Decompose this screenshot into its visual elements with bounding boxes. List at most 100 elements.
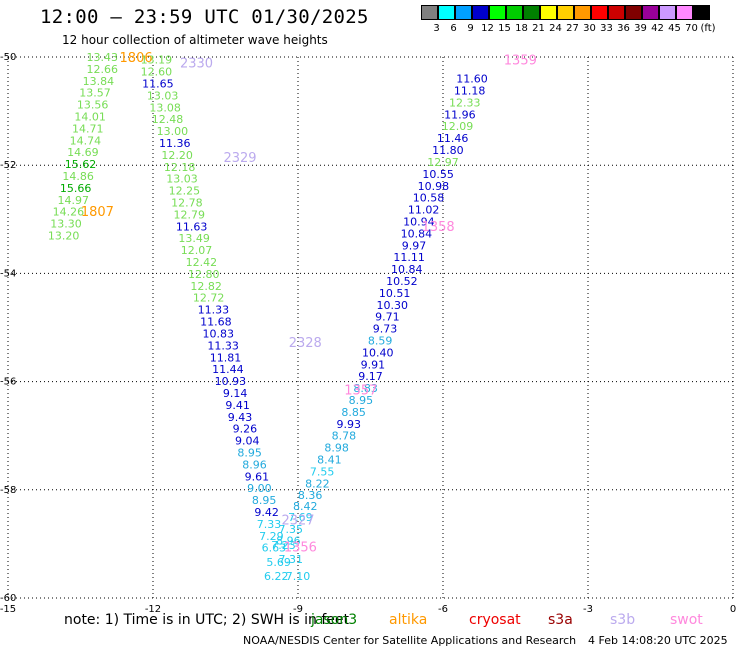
wave-height-value: 12.07: [181, 244, 213, 257]
wave-height-value: 12.66: [87, 63, 119, 76]
wave-height-value: 12.60: [141, 66, 173, 79]
wave-height-value: 14.26: [53, 206, 85, 219]
color-swatch: [591, 5, 608, 20]
color-swatch: [506, 5, 523, 20]
wave-height-value: 11.81: [210, 351, 242, 364]
wave-height-value: 9.00: [247, 482, 272, 495]
wave-height-value: 11.96: [444, 108, 476, 121]
wave-height-value: 10.51: [379, 287, 411, 300]
wave-height-value: 13.08: [149, 101, 181, 114]
color-swatch: [421, 5, 438, 20]
wave-height-value: 10.83: [203, 327, 235, 340]
color-swatch: [608, 5, 625, 20]
wave-height-value: 8.85: [341, 406, 366, 419]
wave-height-value: 13.56: [77, 99, 109, 112]
color-scale-label: 39: [634, 23, 647, 34]
color-swatch: [472, 5, 489, 20]
color-swatch: [659, 5, 676, 20]
track-number-label: 1357: [344, 384, 377, 399]
wave-height-value: 6.22: [264, 570, 289, 583]
wave-height-value: 8.42: [293, 500, 318, 513]
color-scale-label: 70: [685, 23, 698, 34]
wave-height-value: 12.80: [188, 268, 220, 281]
wave-height-value: 12.18: [164, 161, 196, 174]
satellite-legend-item: swot: [670, 612, 703, 628]
wave-height-value: 8.95: [252, 494, 277, 507]
y-tick-label: -60: [0, 593, 16, 604]
wave-height-value: 10.93: [215, 375, 247, 388]
wave-height-value: 8.78: [332, 430, 357, 443]
wave-height-value: 12.72: [193, 292, 225, 305]
wave-height-value: 7.23: [271, 539, 296, 552]
wave-height-value: 10.58: [413, 192, 445, 205]
x-tick-label: -3: [583, 604, 593, 615]
wave-height-value: 9.17: [358, 370, 383, 383]
wave-height-value: 11.80: [432, 144, 464, 157]
wave-height-value: 8.83: [353, 382, 378, 395]
color-scale-label: 12: [481, 23, 494, 34]
wave-height-value: 10.84: [401, 227, 433, 240]
color-swatch: [523, 5, 540, 20]
color-scale-label: 21: [532, 23, 545, 34]
wave-height-value: 11.36: [159, 137, 191, 150]
wave-height-value: 13.03: [166, 173, 198, 186]
wave-height-value: 6.63: [262, 542, 287, 555]
wave-height-value: 9.61: [245, 470, 270, 483]
x-tick-label: 0: [730, 604, 736, 615]
wave-height-value: 14.86: [62, 170, 94, 183]
color-scale-label: 9: [467, 23, 474, 34]
color-swatch: [625, 5, 642, 20]
wave-height-value: 13.43: [87, 51, 119, 64]
wave-height-value: 13.19: [141, 54, 173, 67]
wave-height-value: 9.71: [375, 311, 400, 324]
x-tick-label: -12: [145, 604, 161, 615]
track-number-label: 1356: [284, 541, 317, 556]
color-swatch: [676, 5, 693, 20]
wave-height-value: 12.09: [442, 120, 474, 133]
wave-height-value: 11.68: [200, 316, 232, 329]
wave-height-value: 13.00: [157, 125, 189, 138]
wave-height-value: 9.26: [233, 423, 258, 436]
wave-height-value: 10.30: [377, 299, 409, 312]
x-tick-label: -6: [438, 604, 448, 615]
page-title: 12:00 – 23:59 UTC 01/30/2025: [40, 6, 369, 28]
wave-height-value: 15.66: [60, 182, 92, 195]
color-swatch: [540, 5, 557, 20]
wave-height-value: 9.42: [254, 506, 279, 519]
wave-height-value: 8.95: [237, 446, 262, 459]
wave-height-value: 13.03: [147, 89, 179, 102]
wave-height-value: 13.57: [79, 87, 111, 100]
color-swatch: [642, 5, 659, 20]
wave-height-value: 14.74: [70, 134, 102, 147]
wave-height-value: 9.91: [361, 358, 386, 371]
color-swatch: [455, 5, 472, 20]
color-scale-label: 45: [668, 23, 681, 34]
color-scale-label: 18: [515, 23, 528, 34]
wave-height-value: 8.36: [298, 489, 323, 502]
footer-credit: NOAA/NESDIS Center for Satellite Applica…: [243, 634, 577, 647]
wave-height-value: 11.65: [142, 78, 174, 91]
wave-height-value: 9.93: [337, 418, 362, 431]
wave-height-value: 10.55: [422, 168, 454, 181]
wave-height-value: 12.79: [174, 208, 206, 221]
track-number-label: 2327: [281, 514, 314, 529]
wave-height-value: 7.29: [259, 530, 284, 543]
wave-height-value: 11.63: [176, 220, 208, 233]
wave-height-value: 9.14: [223, 387, 248, 400]
wave-height-value: 11.02: [408, 204, 440, 217]
track-number-label: 2329: [223, 151, 256, 166]
footer-note: note: 1) Time is in UTC; 2) SWH is in fe…: [64, 612, 350, 628]
y-tick-label: -58: [0, 485, 16, 496]
wave-height-value: 11.33: [198, 304, 230, 317]
satellite-legend-item: s3b: [610, 612, 636, 628]
wave-height-value: 10.84: [391, 263, 423, 276]
wave-height-value: 8.98: [324, 442, 349, 455]
wave-height-value: 14.69: [67, 146, 99, 159]
wave-height-value: 10.52: [386, 275, 418, 288]
color-swatch: [489, 5, 506, 20]
wave-height-value: 12.20: [161, 149, 193, 162]
track-number-label: 1358: [422, 220, 455, 235]
track-number-label: 1806: [120, 51, 153, 66]
wave-height-value: 14.71: [72, 122, 104, 135]
color-scale-label: 30: [583, 23, 596, 34]
